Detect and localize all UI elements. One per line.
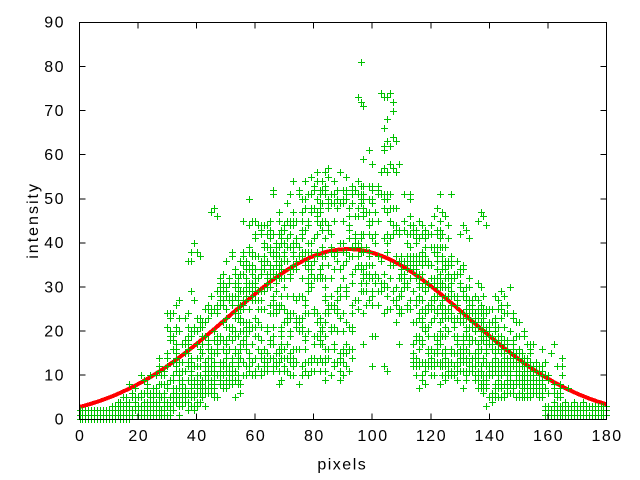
svg-text:140: 140 bbox=[474, 428, 505, 445]
svg-text:10: 10 bbox=[44, 368, 65, 385]
svg-text:40: 40 bbox=[44, 235, 65, 252]
svg-text:160: 160 bbox=[533, 428, 564, 445]
svg-text:pixels: pixels bbox=[317, 457, 367, 474]
svg-text:60: 60 bbox=[44, 147, 65, 164]
svg-text:0: 0 bbox=[55, 412, 65, 429]
svg-text:120: 120 bbox=[416, 428, 447, 445]
svg-text:90: 90 bbox=[44, 15, 65, 32]
svg-text:80: 80 bbox=[44, 59, 65, 76]
svg-text:60: 60 bbox=[246, 428, 267, 445]
svg-text:20: 20 bbox=[128, 428, 149, 445]
svg-text:0: 0 bbox=[75, 428, 85, 445]
svg-text:80: 80 bbox=[304, 428, 325, 445]
svg-text:20: 20 bbox=[44, 323, 65, 340]
svg-text:100: 100 bbox=[357, 428, 388, 445]
svg-text:50: 50 bbox=[44, 191, 65, 208]
svg-text:40: 40 bbox=[187, 428, 208, 445]
svg-text:70: 70 bbox=[44, 103, 65, 120]
svg-text:30: 30 bbox=[44, 279, 65, 296]
svg-text:intensity: intensity bbox=[25, 182, 42, 259]
svg-text:180: 180 bbox=[591, 428, 622, 445]
